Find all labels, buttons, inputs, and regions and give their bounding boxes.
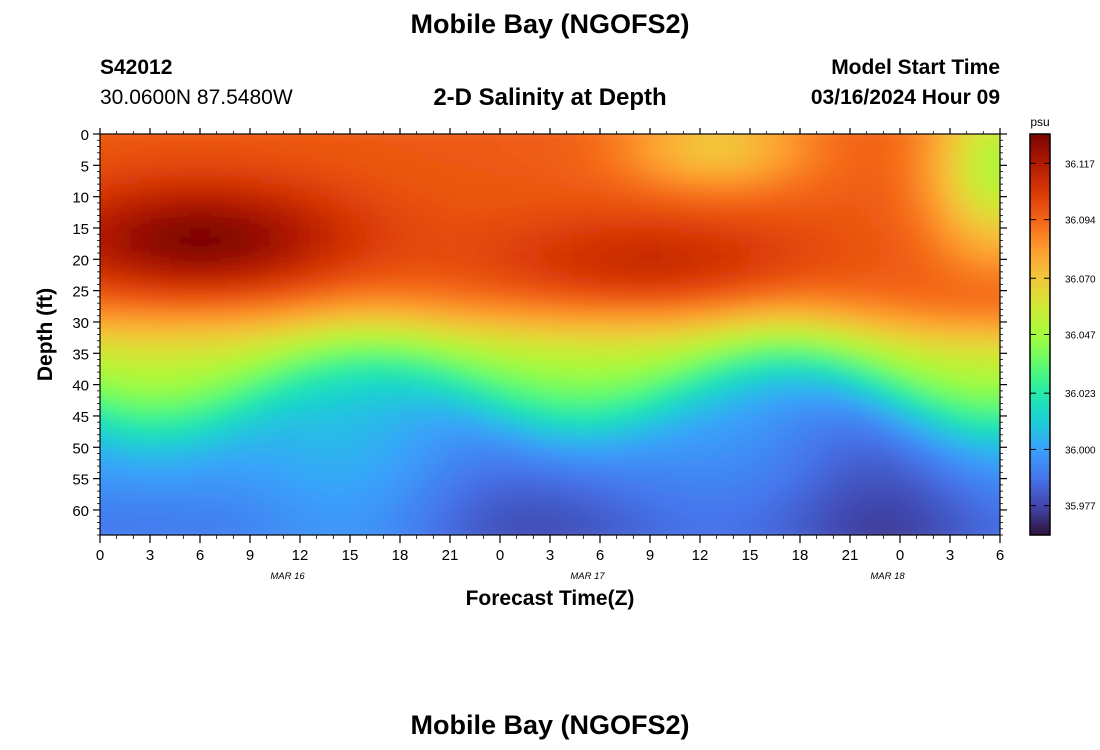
y-tick-label: 20 — [72, 252, 89, 269]
y-axis-label: Depth (ft) — [34, 288, 57, 381]
x-tick-label: 6 — [596, 547, 604, 564]
x-tick-label: 3 — [146, 547, 154, 564]
footer-title: Mobile Bay (NGOFS2) — [410, 710, 690, 740]
station-id: S42012 — [100, 56, 173, 79]
y-tick-label: 0 — [81, 127, 89, 144]
x-tick-label: 6 — [996, 547, 1004, 564]
heatmap-cells — [100, 134, 1000, 535]
chart-subtitle: 2-D Salinity at Depth — [433, 84, 667, 111]
date-label: MAR 18 — [870, 571, 905, 582]
x-tick-label: 0 — [896, 547, 904, 564]
colorbar-tick-label: 35.977 — [1065, 502, 1096, 513]
x-tick-label: 18 — [792, 547, 809, 564]
colorbar-unit: psu — [1030, 115, 1049, 129]
x-tick-label: 21 — [442, 547, 459, 564]
model-start-value: 03/16/2024 Hour 09 — [810, 86, 1000, 109]
colorbar-tick-label: 36.094 — [1065, 216, 1096, 227]
x-tick-label: 9 — [246, 547, 254, 564]
y-tick-label: 25 — [72, 284, 89, 301]
x-tick-label: 3 — [946, 547, 954, 564]
x-tick-label: 3 — [546, 547, 554, 564]
y-tick-label: 10 — [72, 190, 89, 207]
x-tick-label: 15 — [742, 547, 759, 564]
x-tick-label: 12 — [692, 547, 709, 564]
colorbar: 36.117 36.094 36.070 36.047 36.023 36.000 35.9… — [1029, 115, 1096, 536]
y-tick-label: 55 — [72, 472, 89, 489]
y-tick-label: 45 — [72, 409, 89, 426]
colorbar-tick-label: 36.070 — [1065, 274, 1096, 285]
model-start-label: Model Start Time — [831, 56, 1000, 79]
y-tick-label: 50 — [72, 440, 89, 457]
station-coordinates: 30.0600N 87.5480W — [100, 86, 293, 109]
page-title: Mobile Bay (NGOFS2) — [410, 9, 690, 39]
y-tick-label: 60 — [72, 503, 89, 520]
date-label: MAR 17 — [570, 571, 605, 582]
y-tick-label: 5 — [81, 158, 89, 175]
date-label: MAR 16 — [270, 571, 305, 582]
x-tick-label: 0 — [496, 547, 504, 564]
x-tick-label: 12 — [292, 547, 309, 564]
colorbar-tick-label: 36.023 — [1065, 389, 1096, 400]
x-tick-label: 21 — [842, 547, 859, 564]
x-tick-label: 15 — [342, 547, 359, 564]
y-tick-label: 35 — [72, 346, 89, 363]
colorbar-tick-label: 36.000 — [1065, 445, 1096, 456]
colorbar-tick-label: 36.117 — [1065, 159, 1095, 170]
y-tick-label: 30 — [72, 315, 89, 332]
y-tick-label: 40 — [72, 378, 89, 395]
x-axis-label: Forecast Time(Z) — [466, 587, 635, 610]
x-tick-label: 6 — [196, 547, 204, 564]
colorbar-tick-label: 36.047 — [1065, 331, 1096, 342]
y-tick-label: 15 — [72, 221, 89, 238]
x-tick-label: 0 — [96, 547, 104, 564]
x-tick-label: 9 — [646, 547, 654, 564]
x-tick-label: 18 — [392, 547, 409, 564]
